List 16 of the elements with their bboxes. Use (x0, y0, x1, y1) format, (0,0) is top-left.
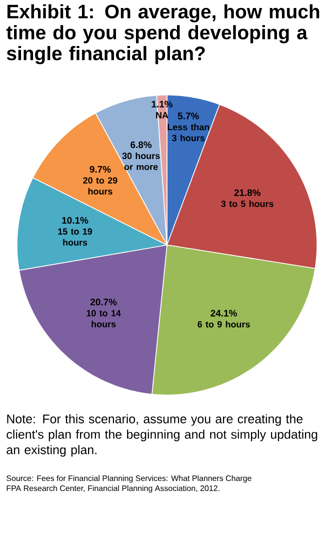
slice-label: Less than 3 hours (168, 124, 210, 142)
slice-label: 15 to 19 hours (58, 228, 92, 246)
data-label: 10.1% (62, 217, 88, 224)
chart-title: Exhibit 1: On average, how much time do you spend developing a single financial plan? (6, 4, 320, 64)
data-label: 9.7% (90, 166, 111, 173)
slice-label: 30 hours or more (122, 152, 160, 170)
data-label: 5.7% (178, 112, 199, 120)
text: Note: For this scenario, assume you are creating the client's plan from the beginning and not simply updating an existing plan. (6, 414, 318, 457)
slice-label: 6 to 9 hours (198, 320, 250, 328)
slice-label: 3 to 5 hours (221, 200, 274, 207)
slice-label: 20 to 29 hours (83, 177, 118, 195)
data-label: 21.8% (234, 189, 261, 196)
data-label: 6.8% (130, 141, 152, 148)
data-label: 20.7% (90, 298, 117, 306)
slice-label: 10 to 14 hours (86, 310, 121, 328)
data-label: 24.1% (210, 310, 237, 317)
